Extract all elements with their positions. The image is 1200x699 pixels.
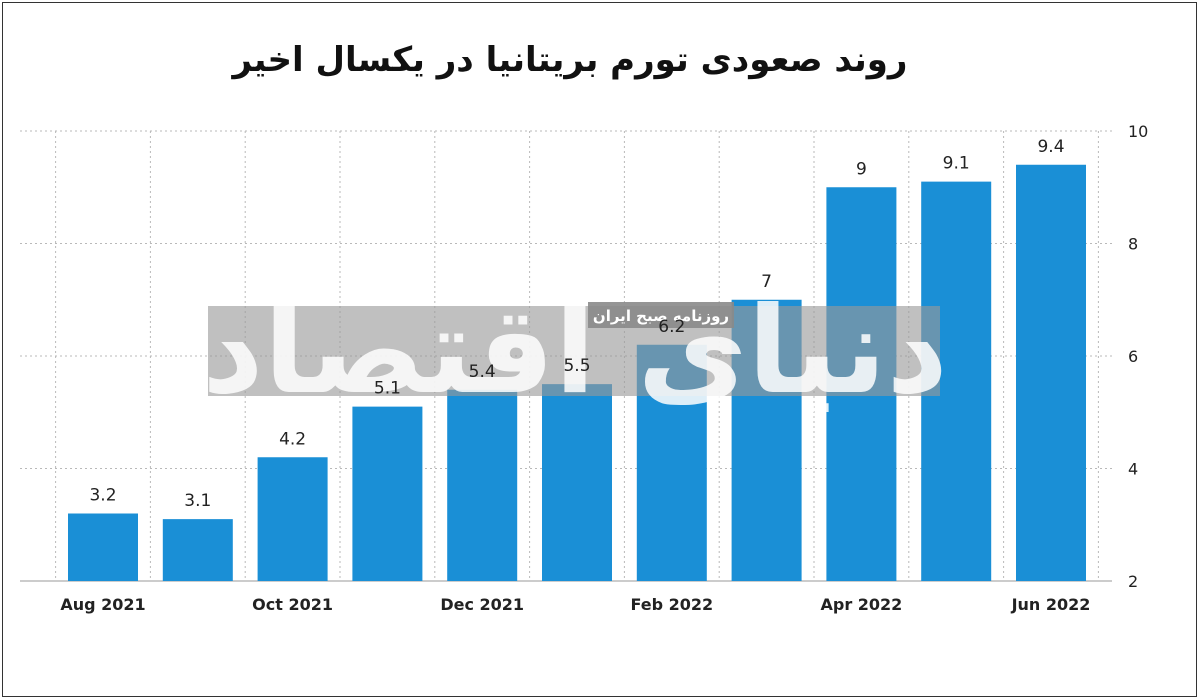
watermark-badge-text: روزنامه صبح ایران xyxy=(593,307,729,325)
bar-value-label: 4.2 xyxy=(279,429,306,449)
bar-value-label: 5.1 xyxy=(374,379,401,399)
watermark-band xyxy=(208,306,940,396)
bar-value-label: 9.4 xyxy=(1037,137,1064,157)
bar-oct-2021 xyxy=(257,457,328,581)
bar-value-label: 6.2 xyxy=(658,317,685,337)
x-tick-label: Jun 2022 xyxy=(1011,595,1091,614)
bar-aug-2021 xyxy=(68,513,138,581)
y-tick-label: 2 xyxy=(1128,572,1138,591)
bar-jan-2022 xyxy=(542,384,612,581)
chart-title: روند صعودی تورم بریتانیا در یکسال اخیر xyxy=(232,40,908,80)
bar-sep-2021 xyxy=(162,519,233,581)
bar-value-label: 5.5 xyxy=(563,356,590,376)
bar-value-label: 9.1 xyxy=(943,154,970,174)
bars-layer xyxy=(68,164,1086,581)
bar-value-label: 5.4 xyxy=(469,362,496,382)
x-tick-label: Feb 2022 xyxy=(630,595,713,614)
labels-layer: 2 4 6 8 10 3.2 Aug 2021 3.1 4.2 Oct 2021 5.1 5.4 Dec… xyxy=(60,122,1148,614)
bar-nov-2021 xyxy=(352,406,423,581)
x-tick-label: Dec 2021 xyxy=(440,595,524,614)
watermark: دنیای اقتصاد روزنامه صبح ایران xyxy=(202,282,948,421)
x-tick-label: Apr 2022 xyxy=(820,595,902,614)
bar-value-label: 7 xyxy=(761,272,772,292)
y-tick-label: 10 xyxy=(1128,122,1148,141)
watermark-logo-text: دنیای اقتصاد xyxy=(202,282,948,421)
y-tick-label: 8 xyxy=(1128,235,1138,254)
y-tick-label: 4 xyxy=(1128,460,1138,479)
y-tick-label: 6 xyxy=(1128,347,1138,366)
watermark-badge xyxy=(588,302,734,328)
x-tick-label: Oct 2021 xyxy=(252,595,333,614)
bar-value-label: 9 xyxy=(856,159,867,179)
x-tick-label: Aug 2021 xyxy=(60,595,145,614)
bar-dec-2021 xyxy=(447,389,518,581)
bar-jun-2022 xyxy=(1016,164,1086,581)
bar-value-label: 3.2 xyxy=(89,486,116,506)
bar-value-label: 3.1 xyxy=(184,491,211,511)
